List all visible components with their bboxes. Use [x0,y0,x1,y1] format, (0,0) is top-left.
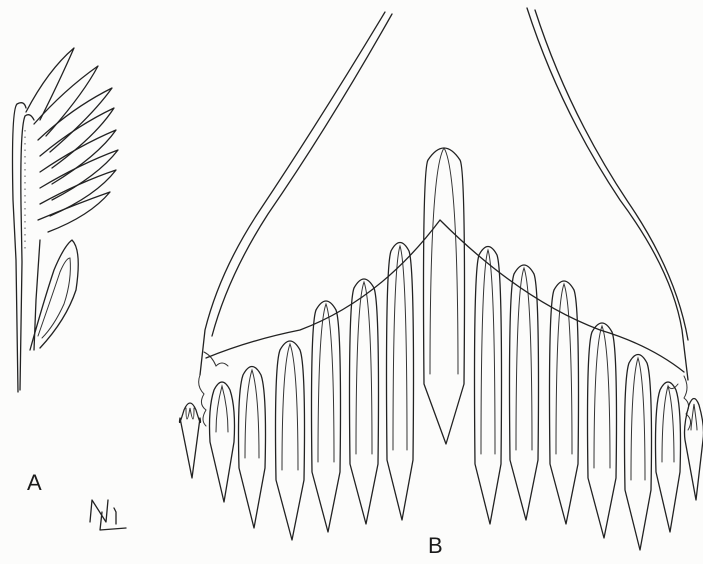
signature-monogram [89,499,127,531]
panel-a-tooth-7 [39,169,117,217]
lamella-inner [630,356,646,481]
lamella-inner [392,244,408,451]
lamella-inner [480,248,496,455]
panel-a-lower-lobe-inner [37,257,71,339]
panel-a-stalk-right [33,239,41,351]
lamella-inner [690,403,698,431]
panel-a-label: A [27,470,42,495]
panel-a-drawing [11,47,119,393]
lamella-outline [683,397,703,501]
lamella-outline [348,278,380,525]
lamella-inner [317,302,335,463]
lamella-inner [593,324,611,469]
panel-a-tooth-2 [33,65,99,137]
lamella-outline [385,241,415,521]
panel-a-stalk-left [11,102,27,393]
panel-b-right-stem-inner [534,9,689,341]
lamella-outline [654,381,682,533]
panel-b-right-stem-outer [526,7,689,381]
lamella-inner [244,368,260,459]
lamella-outline [548,280,580,525]
panel-a-tooth-5 [39,129,117,185]
lamella-inner [355,280,373,455]
lamella-outline [208,381,236,503]
lamella-outline [310,300,342,533]
panel-b-upper-baseline [205,219,685,373]
panel-b-lamellae [178,147,703,551]
panel-a-tooth-4 [39,107,115,169]
panel-b-left-stem-inner [211,13,393,337]
lamella-inner [429,147,459,375]
lamella-inner [515,266,533,451]
panel-a-tooth-6 [39,149,119,201]
panel-b-left-stem-outer [199,11,386,376]
lamella-outline [473,245,503,525]
panel-a-tooth-3 [37,87,113,153]
lamella-outline [274,340,306,541]
lamella-outline [623,353,653,551]
panel-a-tooth-8 [37,191,111,233]
panel-b-label: B [428,533,443,558]
lamella-outline [508,264,540,521]
panel-b-left-ragged [198,351,229,427]
panel-a-lower-lobe [29,239,79,351]
lamella-outline [237,365,267,529]
panel-b-drawing [178,7,703,551]
lamella-inner [281,342,299,471]
lamella-inner [215,384,229,433]
lamella-inner [661,384,675,463]
lamella-outline [586,322,618,539]
lamella-outline [422,147,466,445]
lamella-inner [555,282,573,455]
panel-a-tooth-1 [25,47,75,121]
lamella-inner [185,407,195,420]
lamella-outline [178,402,202,479]
panel-a-stalk-inner [19,114,35,391]
